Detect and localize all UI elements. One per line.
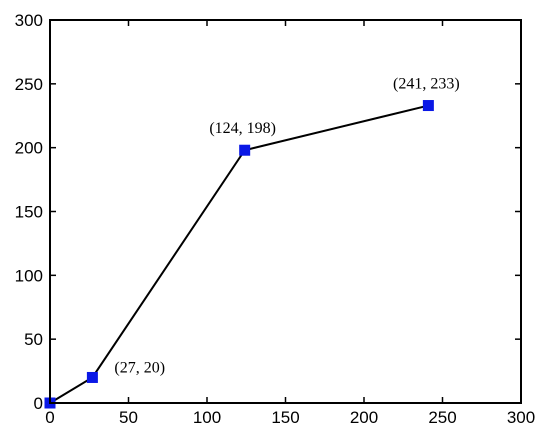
y-tick-label: 200 <box>15 139 43 158</box>
x-tick-label: 100 <box>193 408 221 427</box>
plot-frame <box>49 19 522 404</box>
y-tick-label: 0 <box>34 394 43 413</box>
x-tick-label: 150 <box>271 408 299 427</box>
data-point-label: (27, 20) <box>114 359 165 376</box>
y-tick-label: 150 <box>15 203 43 222</box>
x-tick-label: 250 <box>428 408 456 427</box>
data-point-label: (241, 233) <box>393 76 460 93</box>
data-labels: (27, 20) (124, 198) (241, 233) <box>114 76 459 377</box>
x-tick-label: 50 <box>119 408 138 427</box>
series-line <box>49 104 429 404</box>
data-point-marker <box>239 144 251 156</box>
data-point-marker <box>422 100 434 112</box>
y-tick-label: 250 <box>15 75 43 94</box>
y-tick-label: 100 <box>15 266 43 285</box>
data-point-label: (124, 198) <box>209 120 276 137</box>
x-tick-label: 300 <box>507 408 535 427</box>
axis-ticks: 0 50 100 150 200 250 300 0 50 100 150 200 250 300 <box>15 11 536 427</box>
x-tick-label: 0 <box>45 408 54 427</box>
x-tick-label: 200 <box>350 408 378 427</box>
data-point-marker <box>86 371 98 383</box>
series-line-path <box>49 104 429 404</box>
y-tick-label: 300 <box>15 11 43 30</box>
y-tick-label: 50 <box>24 330 43 349</box>
